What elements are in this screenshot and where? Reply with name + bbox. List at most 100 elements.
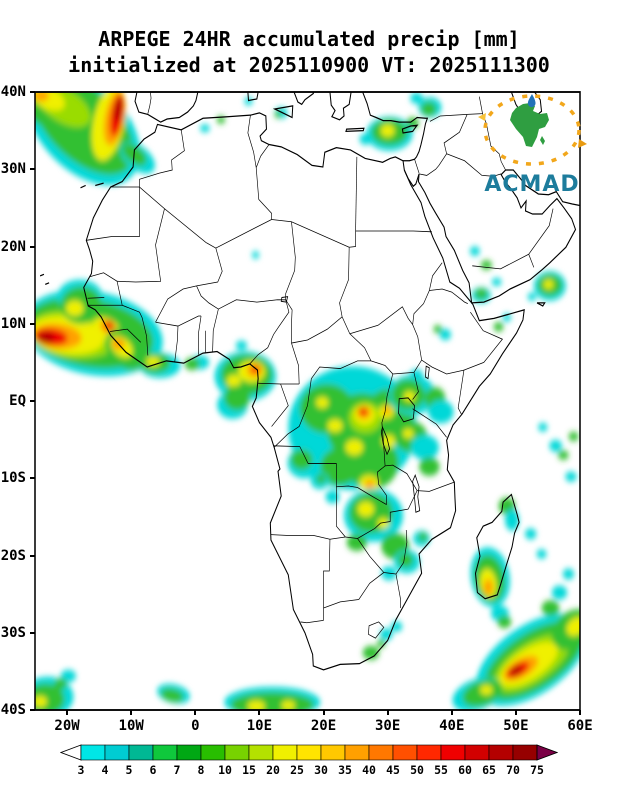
colorbar-cell [296, 744, 322, 761]
y-axis-tick-mark [30, 91, 35, 93]
y-axis-tick-mark [30, 245, 35, 248]
x-axis-tick-mark [322, 710, 325, 715]
y-axis-tick-mark [30, 477, 35, 480]
map-frame [34, 91, 581, 711]
colorbar-cell [248, 744, 274, 761]
colorbar-cell [200, 744, 226, 761]
x-axis-tick-label: 40E [439, 718, 465, 734]
x-axis-labels: 20W 10W 0 10E 20E 30E 40E 50E 60E [35, 710, 593, 738]
map-lines [39, 92, 580, 671]
colorbar-level-label: 40 [362, 763, 376, 777]
y-axis-tick-label: 20N [0, 238, 26, 255]
colorbar-cell [344, 744, 370, 761]
colorbar: 3 4 5 6 7 8 10 15 20 25 30 35 40 45 50 55 60 65 70 75 [59, 744, 559, 782]
y-axis-tick-label: 40N [0, 84, 26, 100]
acmad-logo-text: ACMAD [484, 172, 580, 197]
logo-arrow-right-icon [578, 139, 587, 148]
x-axis-tick-mark [130, 710, 133, 715]
x-axis-tick-mark [258, 710, 261, 715]
x-axis-tick-mark [450, 710, 453, 715]
colorbar-cell [440, 744, 466, 761]
y-axis-tick-mark [30, 631, 35, 634]
precip-map [34, 91, 581, 711]
colorbar-level-label: 3 [78, 763, 85, 777]
colorbar-level-label: 65 [482, 763, 496, 777]
africa-silhouette [510, 103, 549, 147]
colorbar-level-label: 4 [102, 763, 109, 777]
colorbar-level-label: 10 [218, 763, 232, 777]
colorbar-over-arrow [536, 744, 559, 761]
x-axis-tick-label: 10W [118, 718, 144, 734]
colorbar-level-label: 15 [242, 763, 256, 777]
x-axis-tick-mark [514, 710, 517, 715]
colorbar-level-label: 35 [338, 763, 352, 777]
colorbar-cell [392, 744, 418, 761]
colorbar-level-label: 50 [410, 763, 424, 777]
x-axis-tick-label: 20E [310, 718, 337, 734]
x-axis-tick-label: 50E [503, 718, 529, 734]
y-axis-tick-label: 10N [0, 315, 26, 332]
colorbar-level-label: 25 [290, 763, 304, 777]
y-axis-tick-mark [30, 168, 35, 171]
map-plot: 40N 30N 20N 10N EQ 10S 20S 30S 40S 20W 10W 0 10E 20E… [1, 84, 593, 734]
acmad-logo: ACMAD [474, 92, 590, 197]
logo-arrow-left-icon [478, 113, 486, 121]
y-axis-tick-label: 40S [0, 702, 26, 718]
colorbar-svg: 3 4 5 6 7 8 10 15 20 25 30 35 40 45 50 55 60 65 70 75 [59, 744, 559, 777]
colorbar-level-label: 8 [198, 763, 205, 777]
colorbar-level-label: 30 [314, 763, 328, 777]
x-axis-tick-mark [579, 710, 581, 715]
water-drop-icon [527, 94, 536, 108]
chart-title-line1: ARPEGE 24HR accumulated precip [mm] [98, 27, 520, 51]
colorbar-cell [176, 744, 202, 761]
colorbar-cell [512, 744, 538, 761]
chart-title: ARPEGE 24HR accumulated precip [mm] init… [0, 26, 618, 78]
colorbar-under-arrow [59, 744, 82, 761]
sun-rays-icon [483, 94, 581, 166]
y-axis-tick-mark [30, 709, 35, 711]
colorbar-cell [104, 744, 130, 761]
x-axis-tick-mark [386, 710, 389, 715]
colorbar-cell [464, 744, 490, 761]
y-axis-tick-label: EQ [9, 393, 26, 409]
colorbar-level-label: 55 [434, 763, 448, 777]
colorbar-level-label: 7 [174, 763, 181, 777]
colorbar-level-label: 75 [530, 763, 544, 777]
chart-title-line2: initialized at 2025110900 VT: 2025111300 [68, 53, 550, 77]
colorbar-cell [128, 744, 154, 761]
coastlines [39, 92, 580, 671]
colorbar-level-label: 70 [506, 763, 520, 777]
madagascar-silhouette [540, 136, 545, 145]
acmad-logo-graphic [478, 94, 587, 166]
x-axis-tick-label: 20W [54, 718, 80, 734]
colorbar-level-label: 6 [150, 763, 157, 777]
colorbar-cell [416, 744, 442, 761]
y-axis-labels: 40N 30N 20N 10N EQ 10S 20S 30S 40S [0, 84, 35, 718]
colorbar-cell [80, 744, 106, 761]
y-axis-tick-label: 20S [0, 547, 26, 564]
x-axis-tick-mark [194, 710, 197, 715]
y-axis-tick-label: 30N [0, 161, 26, 178]
x-axis-tick-label: 0 [191, 718, 200, 734]
y-axis-tick-mark [30, 322, 35, 325]
x-axis-tick-label: 30E [374, 718, 401, 734]
y-axis-tick-mark [30, 554, 35, 557]
x-axis-tick-label: 60E [567, 718, 593, 734]
colorbar-cell [368, 744, 394, 761]
y-axis-tick-label: 30S [0, 624, 26, 641]
y-axis-tick-label: 10S [0, 470, 26, 487]
colorbar-level-label: 20 [266, 763, 280, 777]
x-axis-tick-label: 10E [246, 718, 273, 734]
colorbar-cell [488, 744, 514, 761]
colorbar-cell [152, 744, 178, 761]
x-axis-tick-mark [66, 710, 69, 715]
colorbar-level-label: 45 [386, 763, 400, 777]
y-axis-tick-mark [30, 400, 35, 402]
colorbar-cell [224, 744, 250, 761]
colorbar-level-label: 5 [126, 763, 133, 777]
country-borders [86, 92, 554, 639]
colorbar-level-label: 60 [458, 763, 472, 777]
colorbar-cell [272, 744, 298, 761]
colorbar-cell [320, 744, 346, 761]
